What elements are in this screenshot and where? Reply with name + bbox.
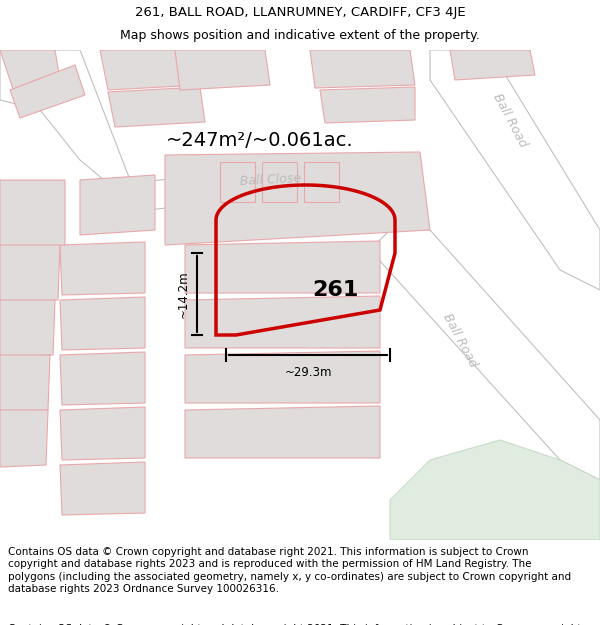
Polygon shape bbox=[185, 406, 380, 458]
Polygon shape bbox=[185, 241, 380, 293]
Polygon shape bbox=[0, 300, 55, 357]
Polygon shape bbox=[0, 245, 60, 302]
Polygon shape bbox=[0, 355, 50, 412]
Polygon shape bbox=[430, 50, 600, 290]
Text: ~29.3m: ~29.3m bbox=[284, 366, 332, 379]
Polygon shape bbox=[185, 296, 380, 348]
Polygon shape bbox=[390, 440, 600, 540]
Text: ~247m²/~0.061ac.: ~247m²/~0.061ac. bbox=[166, 131, 354, 149]
Polygon shape bbox=[0, 180, 65, 250]
Polygon shape bbox=[60, 297, 145, 350]
Polygon shape bbox=[304, 162, 339, 202]
Polygon shape bbox=[185, 351, 380, 403]
Polygon shape bbox=[110, 155, 420, 212]
Polygon shape bbox=[0, 50, 60, 95]
Text: Contains OS data © Crown copyright and database right 2021. This information is : Contains OS data © Crown copyright and d… bbox=[8, 624, 584, 625]
Polygon shape bbox=[60, 462, 145, 515]
Polygon shape bbox=[0, 50, 130, 185]
Polygon shape bbox=[450, 50, 535, 80]
Polygon shape bbox=[175, 50, 270, 90]
Polygon shape bbox=[108, 87, 205, 127]
Polygon shape bbox=[60, 352, 145, 405]
Text: Ball Road: Ball Road bbox=[490, 91, 530, 149]
Polygon shape bbox=[60, 407, 145, 460]
Polygon shape bbox=[165, 152, 430, 245]
Text: Map shows position and indicative extent of the property.: Map shows position and indicative extent… bbox=[120, 29, 480, 42]
Polygon shape bbox=[370, 230, 600, 480]
Text: Ball Close: Ball Close bbox=[239, 172, 301, 188]
Polygon shape bbox=[262, 162, 297, 202]
Polygon shape bbox=[220, 162, 255, 202]
Text: Ball Road: Ball Road bbox=[440, 311, 479, 369]
Text: Contains OS data © Crown copyright and database right 2021. This information is : Contains OS data © Crown copyright and d… bbox=[8, 547, 571, 594]
Polygon shape bbox=[100, 50, 200, 90]
Text: 261: 261 bbox=[313, 280, 359, 300]
Text: ~14.2m: ~14.2m bbox=[176, 270, 190, 318]
Polygon shape bbox=[80, 175, 155, 235]
Polygon shape bbox=[320, 87, 415, 123]
Polygon shape bbox=[60, 242, 145, 295]
Polygon shape bbox=[310, 50, 415, 88]
Text: 261, BALL ROAD, LLANRUMNEY, CARDIFF, CF3 4JE: 261, BALL ROAD, LLANRUMNEY, CARDIFF, CF3… bbox=[134, 6, 466, 19]
Polygon shape bbox=[0, 410, 48, 467]
Polygon shape bbox=[10, 65, 85, 118]
